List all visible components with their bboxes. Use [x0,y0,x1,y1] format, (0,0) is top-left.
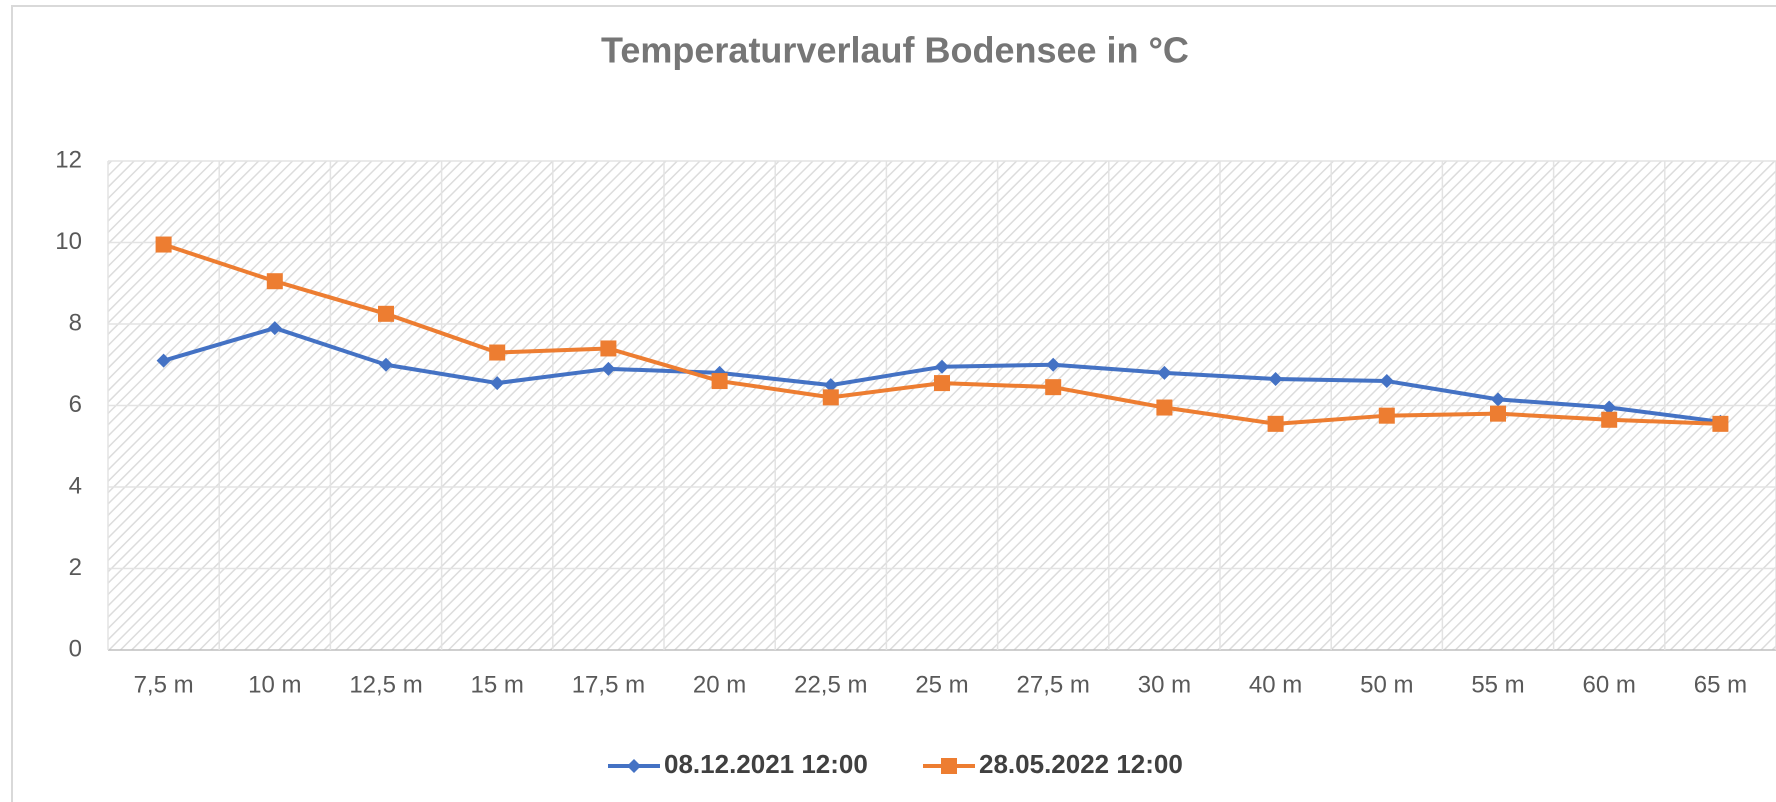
marker [823,378,838,393]
x-tick-label: 27,5 m [1017,671,1090,698]
marker [935,359,949,374]
marker [1490,405,1506,422]
marker [1046,357,1061,372]
y-tick-label: 6 [69,391,82,418]
x-tick-label: 7,5 m [134,671,194,698]
marker [711,373,728,390]
marker [1378,407,1395,424]
marker [1157,365,1172,380]
x-tick-label: 17,5 m [572,671,645,698]
x-tick-label: 60 m [1583,671,1636,698]
marker [1601,411,1618,428]
marker [155,236,172,253]
legend-marker [627,759,641,773]
marker [1712,415,1729,432]
x-tick-label: 10 m [248,671,301,698]
marker [1379,374,1394,389]
y-tick-label: 10 [55,228,82,255]
y-tick-label: 2 [69,554,82,581]
x-tick-label: 50 m [1360,671,1413,698]
marker [1491,392,1505,407]
y-tick-label: 4 [69,472,82,499]
x-tick-label: 12,5 m [349,671,422,698]
legend-label: 28.05.2022 12:00 [979,749,1183,779]
marker [490,376,505,391]
marker [378,305,394,322]
y-tick-label: 12 [55,146,82,173]
marker [822,389,839,406]
marker [1045,379,1062,396]
x-tick-label: 22,5 m [794,671,867,698]
marker [267,321,282,336]
x-tick-label: 30 m [1138,671,1191,698]
marker [489,344,506,361]
marker [156,353,171,368]
marker [601,361,616,376]
marker [1267,415,1284,432]
x-tick-label: 65 m [1694,671,1747,698]
y-tick-label: 0 [69,635,82,662]
x-tick-label: 55 m [1471,671,1524,698]
legend-label: 08.12.2021 12:00 [664,749,868,779]
marker [1156,399,1173,416]
marker [1268,372,1283,387]
x-tick-label: 40 m [1249,671,1302,698]
marker [1602,400,1617,415]
x-tick-label: 20 m [693,671,746,698]
marker [266,273,283,290]
x-tick-label: 25 m [915,671,968,698]
marker [600,340,617,357]
marker [379,357,393,372]
y-tick-label: 8 [69,309,82,336]
chart-title: Temperaturverlauf Bodensee in °C [601,30,1189,71]
legend-marker [941,758,957,774]
x-tick-label: 15 m [471,671,524,698]
marker [934,375,950,392]
